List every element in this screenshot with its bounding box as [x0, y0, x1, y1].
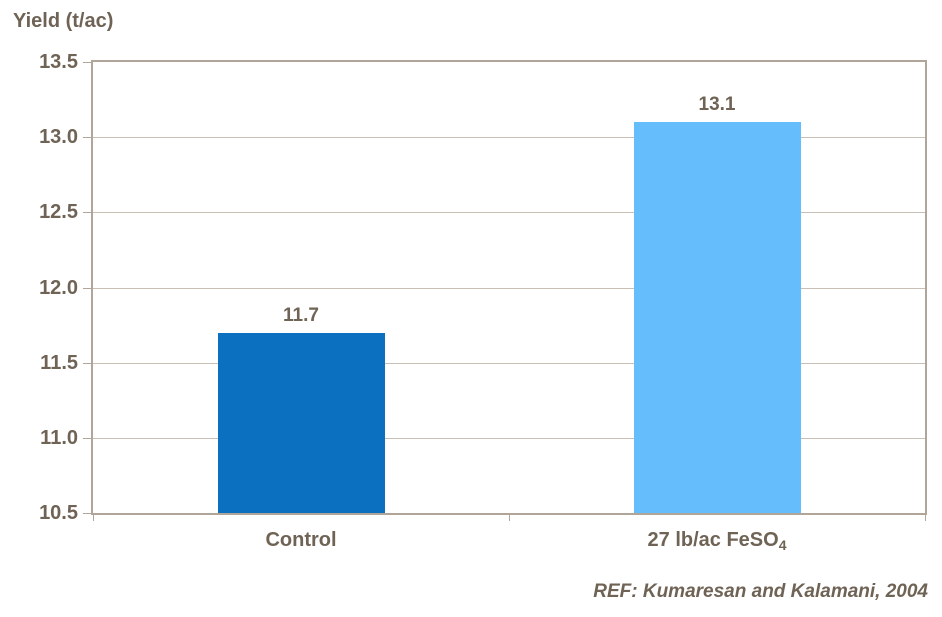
y-axis-ticks — [83, 62, 93, 514]
y-tick-label: 11.5 — [40, 352, 78, 374]
x-axis-ticks — [93, 513, 926, 521]
x-category-label-subscript: 4 — [778, 537, 787, 553]
bar-value-label: 13.1 — [698, 94, 736, 115]
x-axis-labels: Control 27 lb/ac FeSO4 — [93, 529, 925, 557]
bar-27-lb-ac-feso4 — [634, 122, 801, 513]
x-tick-mark — [93, 513, 94, 521]
y-tick-mark — [83, 513, 93, 514]
y-tick-label: 12.5 — [39, 201, 78, 223]
y-tick-mark — [83, 363, 93, 364]
x-category-label: Control — [93, 529, 509, 552]
y-tick-label: 12.0 — [39, 277, 78, 299]
x-category-label-text: 27 lb/ac FeSO — [647, 529, 779, 551]
gridline — [93, 212, 925, 213]
y-axis-labels: 13.5 13.0 12.5 12.0 11.5 11.0 10.5 — [0, 51, 78, 524]
bars-layer — [93, 62, 925, 513]
gridline — [93, 288, 925, 289]
bar-control — [218, 333, 385, 513]
y-tick-mark — [83, 212, 93, 213]
y-tick-mark — [83, 62, 93, 63]
gridline — [93, 438, 925, 439]
gridline — [93, 137, 925, 138]
y-tick-mark — [83, 438, 93, 439]
x-tick-mark — [925, 513, 926, 521]
y-tick-label: 13.5 — [39, 51, 78, 73]
gridline — [93, 363, 925, 364]
x-category-label-text: Control — [265, 529, 337, 551]
y-tick-label: 11.0 — [40, 427, 78, 449]
chart-title: Yield (t/ac) — [13, 10, 114, 32]
y-tick-label: 10.5 — [39, 502, 78, 524]
gridlines-layer — [93, 62, 925, 513]
y-tick-mark — [83, 288, 93, 289]
y-tick-label: 13.0 — [39, 126, 78, 148]
y-tick-mark — [83, 137, 93, 138]
data-labels-layer: 11.7 13.1 — [93, 62, 925, 513]
reference-text: REF: Kumaresan and Kalamani, 2004 — [593, 581, 928, 602]
x-tick-mark — [509, 513, 510, 521]
bar-value-label: 11.7 — [283, 305, 319, 326]
x-category-label: 27 lb/ac FeSO4 — [509, 529, 925, 553]
